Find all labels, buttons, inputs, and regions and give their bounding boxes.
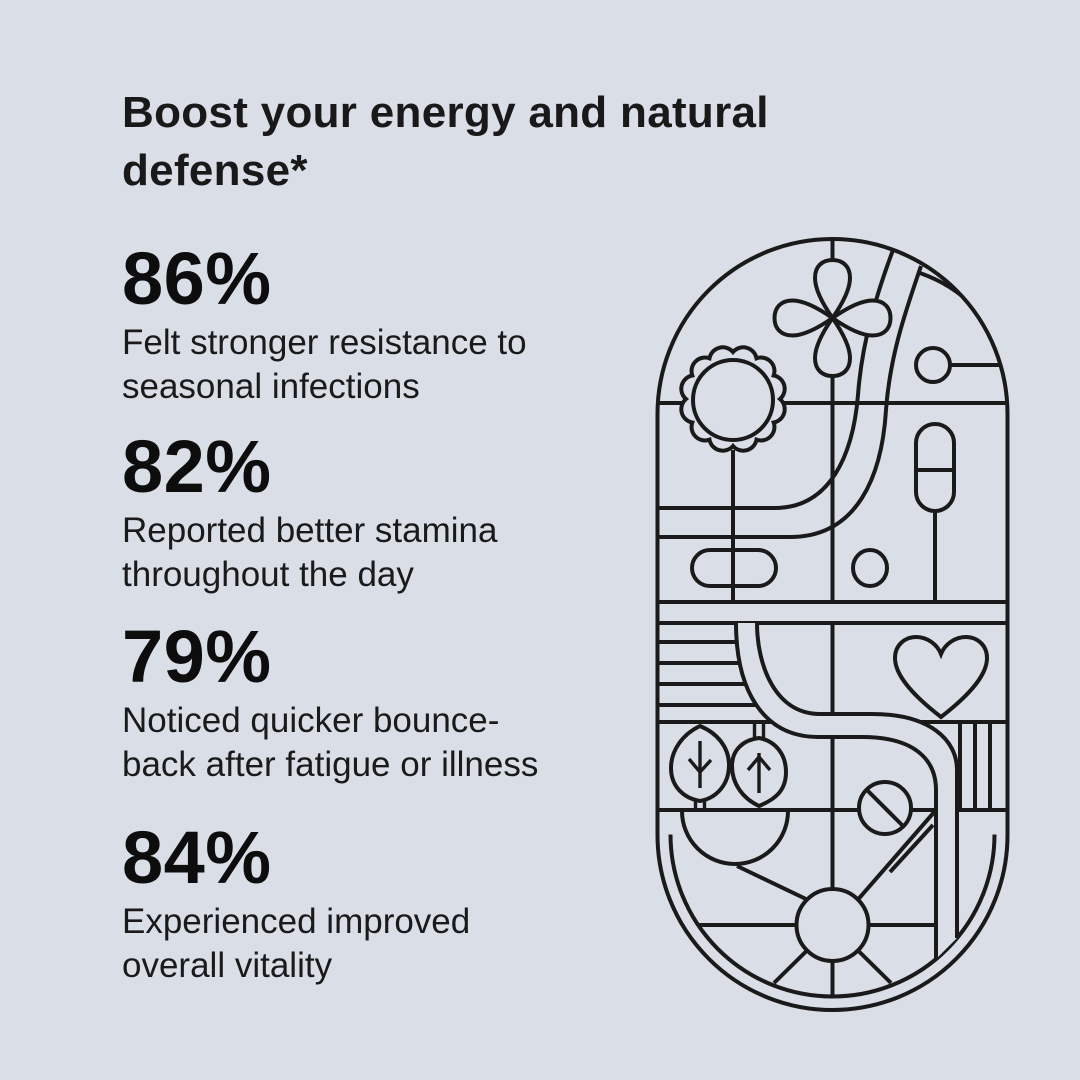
stat-desc-line: back after fatigue or illness xyxy=(122,745,539,784)
small-ellipse-icon xyxy=(851,548,889,588)
four-petal-flower-icon xyxy=(772,257,893,379)
stat-block-vitality: 84% Experienced improved overall vitalit… xyxy=(122,816,470,988)
title-line-1: Boost your energy and natural xyxy=(122,88,769,137)
capsule-outline xyxy=(655,237,1010,1012)
bowl-arc-icon xyxy=(680,810,790,866)
winding-path-lower xyxy=(734,622,959,959)
leaf-up-icon xyxy=(729,722,789,809)
stat-value: 79% xyxy=(122,615,272,698)
small-circle-icon xyxy=(914,346,952,384)
stat-description: Noticed quicker bounce- back after fatig… xyxy=(122,699,538,787)
page-title: Boost your energy and natural defense* xyxy=(122,84,769,200)
sun-icon xyxy=(794,887,871,963)
stat-desc-line: seasonal infections xyxy=(122,367,420,406)
sun-rays xyxy=(697,808,938,996)
heart-icon xyxy=(892,634,990,720)
capsule-pill-icon xyxy=(914,422,956,602)
stat-desc-line: Reported better stamina xyxy=(122,511,498,550)
vertical-stripes-icon xyxy=(958,722,992,810)
stat-description: Felt stronger resistance to seasonal inf… xyxy=(122,321,527,409)
stat-block-resistance: 86% Felt stronger resistance to seasonal… xyxy=(122,237,527,409)
stat-block-recovery: 79% Noticed quicker bounce- back after f… xyxy=(122,615,538,787)
stat-desc-line: throughout the day xyxy=(122,555,414,594)
stat-desc-line: Experienced improved xyxy=(122,902,471,941)
stat-value: 84% xyxy=(122,816,272,899)
stat-desc-line: Felt stronger resistance to xyxy=(122,323,527,362)
stat-value: 86% xyxy=(122,237,272,320)
scalloped-flower-icon xyxy=(679,345,787,453)
inner-bottom-arc xyxy=(668,834,997,999)
stat-desc-line: overall vitality xyxy=(122,946,333,985)
stat-desc-line: Noticed quicker bounce- xyxy=(122,701,500,740)
stat-value: 82% xyxy=(122,425,272,508)
horizontal-stripes-icon xyxy=(657,640,758,707)
title-line-2: defense* xyxy=(122,146,308,195)
stat-description: Reported better stamina throughout the d… xyxy=(122,509,497,597)
winding-path-upper xyxy=(657,249,923,539)
stat-block-stamina: 82% Reported better stamina throughout t… xyxy=(122,425,497,597)
leaf-down-icon xyxy=(668,723,732,810)
no-sign-icon xyxy=(857,780,913,836)
stat-description: Experienced improved overall vitality xyxy=(122,900,470,988)
